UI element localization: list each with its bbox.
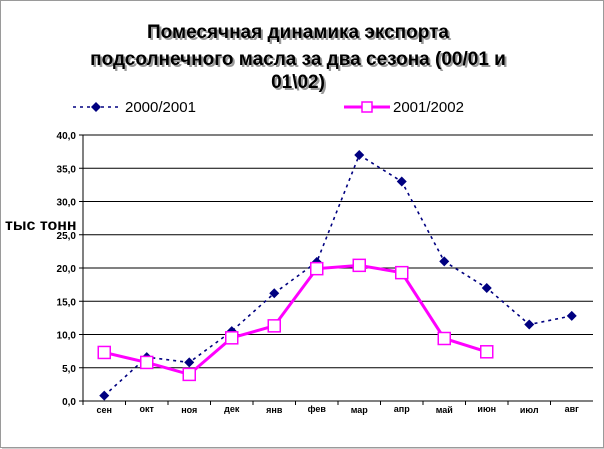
data-point-square	[480, 345, 494, 359]
data-point-diamond	[99, 390, 110, 401]
chart-title-line-1: Помесячная динамика экспорта	[147, 22, 449, 43]
chart-title-line-3-shadow: 01\02)	[273, 74, 327, 95]
y-tick-label: 5,0	[62, 364, 76, 375]
data-point-square	[437, 331, 451, 346]
y-tick-label: 35,0	[57, 164, 77, 175]
y-tick-label: 25,0	[57, 231, 77, 242]
chart-title: Помесячная динамика экспорта Помесячная …	[90, 22, 508, 95]
chart-title-line-3: 01\02)	[271, 72, 325, 93]
x-tick-label: сен	[97, 405, 112, 415]
data-point-square	[140, 355, 154, 370]
x-tick-label: апр	[394, 404, 410, 414]
series-group	[97, 149, 577, 401]
chart-title-line-2-shadow: подсолнечного масла за два сезона (00/01…	[92, 51, 508, 72]
x-tick-label: мар	[351, 405, 369, 415]
data-point-diamond	[566, 310, 577, 321]
x-axis-categories: сен окт ноя дек янв фев мар апр май июн июл авг	[82, 401, 580, 415]
y-axis-ticks: 0,0 5,0 10,0 15,0 20,0 25,0 30,0 35,0 40,0	[57, 131, 83, 408]
x-tick-label: янв	[266, 405, 283, 415]
data-point-diamond	[524, 319, 535, 330]
legend-label-series-2: 2001/2002	[393, 99, 464, 116]
gridlines	[83, 134, 593, 369]
y-tick-label: 20,0	[57, 264, 77, 275]
x-tick-label: июл	[520, 405, 539, 415]
data-point-square	[267, 319, 281, 333]
data-point-diamond	[354, 149, 365, 160]
y-tick-label: 10,0	[57, 331, 77, 342]
chart-title-line-2: подсолнечного масла за два сезона (00/01…	[90, 49, 506, 70]
data-point-diamond	[439, 256, 450, 267]
x-tick-label: ноя	[181, 405, 197, 415]
x-tick-label: дек	[224, 404, 240, 414]
data-point-square	[310, 261, 324, 276]
data-point-diamond	[481, 282, 492, 293]
x-tick-label: авг	[565, 404, 580, 414]
x-tick-label: май	[436, 405, 453, 415]
legend-item-series-2: 2001/2002	[344, 99, 464, 116]
data-point-square	[352, 258, 366, 273]
x-tick-label: окт	[140, 404, 155, 414]
legend-marker-square	[361, 101, 373, 113]
chart-title-line-1-shadow: Помесячная динамика экспорта	[149, 24, 451, 45]
series-line-2	[103, 263, 488, 377]
x-tick-label: июн	[477, 404, 496, 414]
data-point-square	[395, 265, 409, 280]
legend-item-series-1: 2000/2001	[73, 99, 196, 116]
y-tick-label: 40,0	[57, 131, 77, 142]
data-point-diamond	[396, 176, 407, 187]
data-point-diamond	[184, 357, 195, 368]
y-axis-label: тыс тонн	[5, 217, 77, 234]
legend: 2000/2001 2001/2002	[73, 99, 464, 116]
x-tick-label: фев	[308, 404, 327, 414]
y-tick-label: 0,0	[62, 397, 76, 408]
legend-label-series-1: 2000/2001	[125, 99, 196, 116]
series-line-1	[103, 153, 572, 397]
y-tick-label: 30,0	[57, 198, 77, 209]
data-point-square	[225, 331, 239, 345]
legend-marker-diamond	[91, 102, 101, 112]
data-point-square	[182, 367, 196, 382]
y-tick-label: 15,0	[57, 297, 77, 308]
data-point-square	[97, 345, 111, 360]
data-point-diamond	[269, 288, 280, 299]
